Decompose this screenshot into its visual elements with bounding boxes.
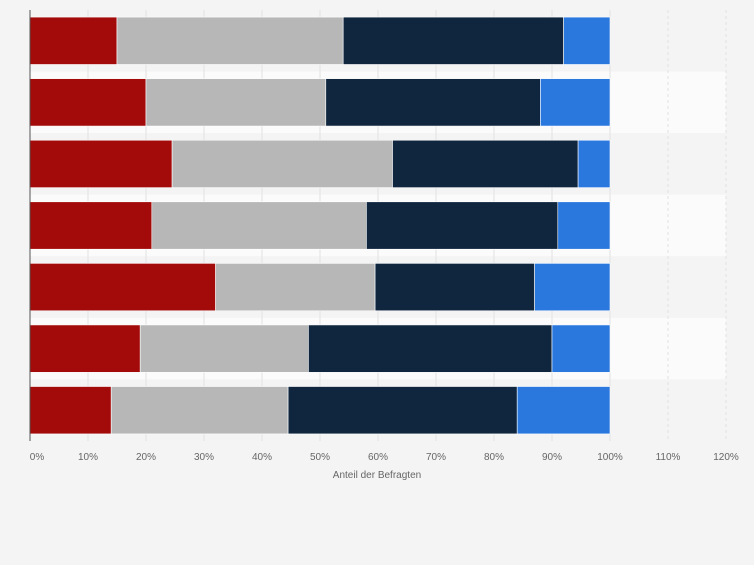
bar-segment[interactable] [342, 16, 564, 65]
bar-segment[interactable] [557, 201, 611, 250]
bar-segment[interactable] [171, 139, 393, 188]
bar-segment[interactable] [325, 78, 541, 127]
bars [29, 16, 611, 435]
bar-segment[interactable] [110, 386, 289, 435]
bar-segment[interactable] [29, 78, 147, 127]
bar-segment[interactable] [534, 263, 611, 312]
x-axis-tick-labels: 0% 10% 20% 30% 40% 50% 60% 70% 80% 90% 100% 110% 120… [30, 452, 739, 463]
x-tick-label: 60% [368, 452, 388, 463]
bar-segment[interactable] [139, 324, 309, 373]
bar-segment[interactable] [116, 16, 344, 65]
bar-segment[interactable] [145, 78, 327, 127]
bar-segment[interactable] [516, 386, 611, 435]
x-tick-label: 80% [484, 452, 504, 463]
x-tick-label: 10% [78, 452, 98, 463]
bar-segment[interactable] [308, 324, 553, 373]
x-tick-label: 110% [656, 452, 681, 463]
bar-segment[interactable] [287, 386, 518, 435]
bar-segment[interactable] [540, 78, 611, 127]
bar-segment[interactable] [29, 324, 141, 373]
bar-segment[interactable] [151, 201, 367, 250]
x-tick-label: 0% [30, 452, 45, 463]
bar-segment[interactable] [29, 201, 153, 250]
bar-segment[interactable] [392, 139, 579, 188]
bar-segment[interactable] [29, 386, 112, 435]
bar-segment[interactable] [551, 324, 611, 373]
x-tick-label: 100% [597, 452, 623, 463]
bar-segment[interactable] [366, 201, 559, 250]
x-tick-label: 50% [310, 452, 330, 463]
bar-segment[interactable] [563, 16, 611, 65]
x-tick-label: 40% [252, 452, 272, 463]
x-axis-label: Anteil der Befragten [333, 470, 421, 481]
bar-segment[interactable] [374, 263, 535, 312]
x-tick-label: 30% [194, 452, 214, 463]
x-tick-label: 70% [426, 452, 446, 463]
bar-segment[interactable] [29, 263, 216, 312]
bar-segment[interactable] [29, 16, 118, 65]
bar-segment[interactable] [29, 139, 173, 188]
x-tick-label: 120% [713, 452, 739, 463]
bar-segment[interactable] [577, 139, 611, 188]
x-tick-label: 20% [136, 452, 156, 463]
bar-segment[interactable] [215, 263, 376, 312]
x-tick-label: 90% [542, 452, 562, 463]
